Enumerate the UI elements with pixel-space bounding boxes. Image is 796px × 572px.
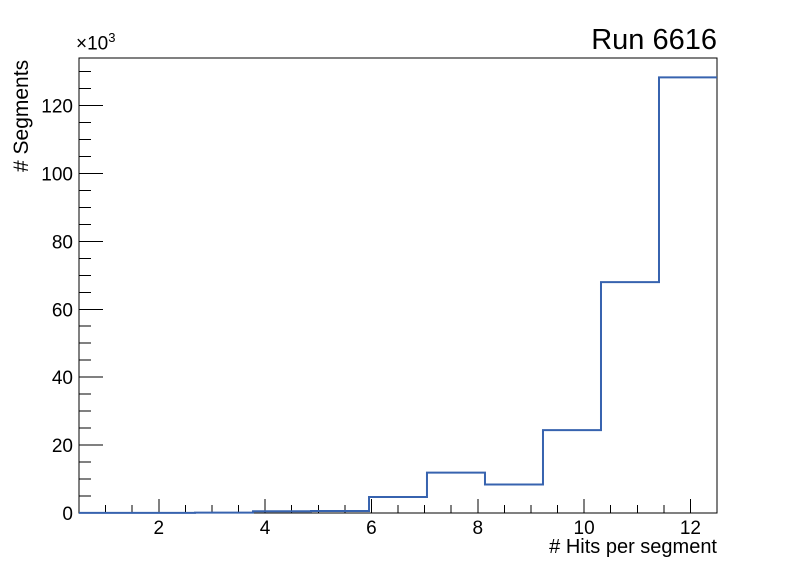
y-tick-label: 40 (52, 368, 73, 389)
x-tick-label: 10 (574, 518, 595, 539)
x-axis-title: # Hits per segment (549, 536, 717, 558)
plot-frame (78, 57, 718, 514)
y-tick-label: 0 (62, 504, 73, 525)
x-tick-label: 4 (260, 518, 271, 539)
y-tick-label: 80 (52, 232, 73, 253)
y-tick-label: 20 (52, 436, 73, 457)
y-axis-exponent: ×103 (76, 31, 115, 53)
y-axis-exponent-base: ×10 (76, 33, 109, 55)
y-tick-label: 100 (41, 164, 73, 185)
x-tick-label: 2 (153, 518, 164, 539)
y-axis-exponent-power: 3 (108, 30, 116, 45)
histogram-line (79, 76, 717, 514)
plot-title: Run 6616 (591, 24, 717, 56)
x-tick-label: 8 (472, 518, 483, 539)
y-axis-title: # Segments (10, 59, 33, 172)
x-tick-label: 6 (366, 518, 377, 539)
y-tick-label: 60 (52, 300, 73, 321)
y-tick-label: 120 (41, 97, 73, 118)
x-tick-label: 12 (680, 518, 701, 539)
